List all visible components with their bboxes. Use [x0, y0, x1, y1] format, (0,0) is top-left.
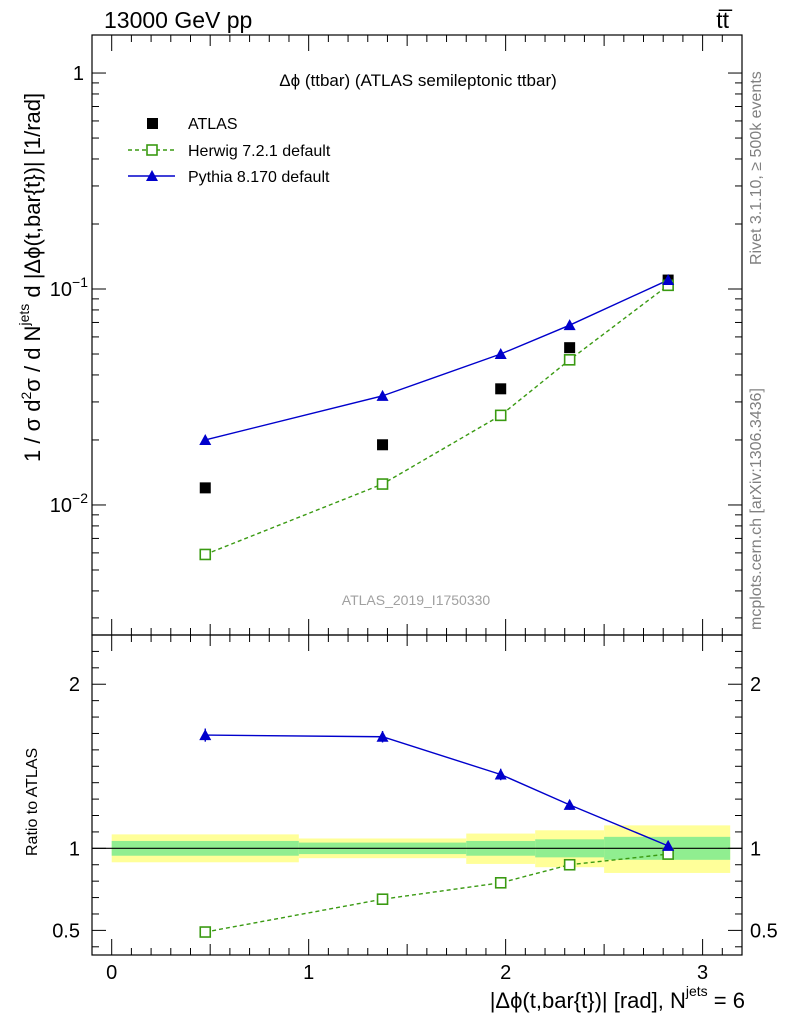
- legend-pythia-marker: [146, 170, 158, 181]
- ratio-x-axis-label: |Δϕ(t,bar{t})| [rad], Njets = 6: [490, 983, 745, 1013]
- rivet-version-label: Rivet 3.1.10, ≥ 500k events: [748, 71, 765, 265]
- legend-atlas-label: ATLAS: [188, 116, 238, 133]
- herwig-ratio-line: [205, 853, 669, 933]
- header-collision-label: 13000 GeV pp: [104, 7, 252, 33]
- ratio-y-axis-label: Ratio to ATLAS: [24, 748, 41, 856]
- herwig-line: [204, 284, 669, 556]
- ratio-y-tick-label-left: 1: [69, 838, 80, 860]
- pythia-point: [563, 319, 576, 331]
- x-tick-label: 0: [106, 962, 117, 984]
- pythia-line: [205, 279, 669, 441]
- atlas-data-point: [495, 383, 507, 395]
- atlas-data-point: [199, 482, 211, 494]
- herwig-point: [376, 478, 389, 490]
- pythia-ratio-point: [494, 768, 507, 780]
- pythia-ratio-point: [199, 729, 212, 741]
- legend-herwig-marker: [146, 144, 158, 156]
- ratio-y-tick-label-right: 2: [750, 674, 761, 696]
- legend-herwig-label: Herwig 7.2.1 default: [188, 143, 331, 160]
- atlas-data-point: [564, 342, 576, 354]
- ratio-y-tick-label-right: 1: [750, 838, 761, 860]
- herwig-ratio-point: [376, 893, 389, 906]
- main-y-tick-label: 1: [73, 63, 84, 85]
- ratio-plot-frame: [91, 634, 743, 956]
- pythia-ratio-point: [563, 798, 576, 810]
- ratio-plot-area: 2 2 1 1 0.5 0.5 0 1 2 3: [52, 634, 778, 984]
- pythia-ratio-point: [376, 730, 389, 742]
- legend-pythia-label: Pythia 8.170 default: [188, 169, 330, 186]
- x-tick-label: 1: [303, 962, 314, 984]
- herwig-ratio-point: [563, 858, 576, 871]
- herwig-ratio-point: [494, 876, 507, 889]
- atlas-data-point: [377, 439, 389, 451]
- main-plot-title: Δϕ (ttbar) (ATLAS semileptonic ttbar): [279, 71, 557, 90]
- herwig-point: [199, 548, 212, 561]
- pythia-point: [376, 389, 389, 401]
- main-y-axis-label: 1 / σ d2σ / d Njets d |Δϕ(t,bar{t})| [1/…: [16, 93, 45, 462]
- analysis-watermark: ATLAS_2019_I1750330: [342, 592, 491, 608]
- ratio-y-tick-label-right: 0.5: [750, 920, 778, 942]
- legend-atlas-marker: [147, 118, 158, 129]
- header-process-label: tt̅: [716, 7, 732, 33]
- x-tick-label: 2: [500, 962, 511, 984]
- main-y-tick-label: 10−2: [50, 490, 88, 517]
- ratio-y-tick-label-left: 2: [69, 674, 80, 696]
- herwig-point: [563, 354, 576, 366]
- pythia-ratio-line: [205, 734, 669, 847]
- pythia-ratio-point: [662, 839, 675, 851]
- pythia-point: [494, 348, 507, 360]
- mcplots-credit-label: mcplots.cern.ch [arXiv:1306.3436]: [748, 388, 765, 630]
- x-tick-label: 3: [697, 962, 708, 984]
- pythia-point: [662, 274, 675, 286]
- main-y-tick-label: 10−1: [50, 274, 88, 301]
- legend: ATLAS Herwig 7.2.1 default Pythia 8.170 …: [128, 116, 331, 186]
- herwig-ratio-point: [199, 926, 212, 938]
- pythia-point: [199, 433, 212, 445]
- herwig-point: [494, 409, 507, 422]
- ratio-y-tick-label-left: 0.5: [52, 920, 80, 942]
